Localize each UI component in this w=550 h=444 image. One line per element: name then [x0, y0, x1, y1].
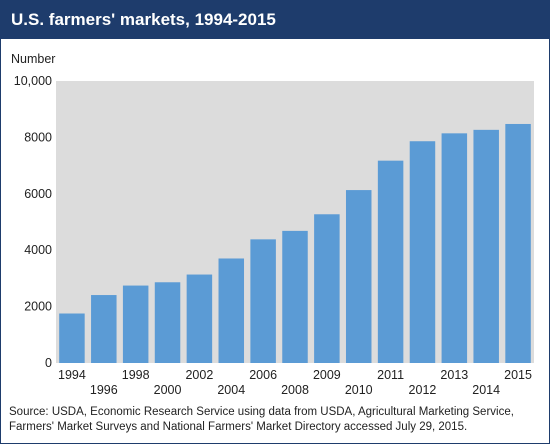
y-tick-label: 0: [45, 356, 52, 370]
x-tick-label: 1994: [58, 368, 86, 382]
x-tick-label: 2006: [249, 368, 277, 382]
y-tick-label: 10,000: [14, 74, 52, 88]
x-tick-label: 2000: [154, 383, 182, 397]
y-tick-label: 4000: [24, 243, 52, 257]
source-note: Source: USDA, Economic Research Service …: [9, 406, 514, 433]
x-tick-label: 2009: [313, 368, 341, 382]
y-axis-label: Number: [11, 52, 55, 66]
x-tick-label: 2010: [345, 383, 373, 397]
x-tick-label: 2012: [409, 383, 437, 397]
bar-2010: [345, 190, 372, 363]
bar-2009: [314, 214, 340, 363]
bar-2012: [409, 141, 436, 363]
x-tick-label: 2013: [440, 368, 468, 382]
bar-2008: [282, 230, 308, 363]
y-tick-label: 2000: [24, 300, 52, 314]
x-tick-label: 2008: [281, 383, 309, 397]
chart-title: U.S. farmers' markets, 1994-2015: [1, 1, 549, 39]
y-tick-label: 6000: [24, 187, 52, 201]
bar-2014: [473, 129, 499, 363]
bar-1998: [122, 285, 149, 363]
x-tick-label: 2004: [217, 383, 245, 397]
x-tick-label: 2002: [185, 368, 213, 382]
x-tick-label: 2011: [377, 368, 404, 382]
bars: [59, 123, 531, 363]
bar-2004: [218, 258, 245, 363]
bar-1996: [91, 295, 117, 363]
y-axis: 0 2000 4000 6000 8000 10,000: [14, 74, 52, 370]
x-tick-label: 1998: [122, 368, 150, 382]
x-tick-label: 2014: [472, 383, 500, 397]
y-tick-label: 8000: [24, 130, 52, 144]
bar-2011: [377, 160, 404, 363]
bar-2002: [186, 274, 213, 363]
bar-2000: [154, 282, 181, 363]
bar-2013: [441, 133, 468, 363]
bar-1994: [59, 313, 85, 363]
bar-2006: [250, 239, 276, 363]
bar-2015: [505, 123, 531, 363]
x-tick-label: 1996: [90, 383, 118, 397]
x-tick-label: 2015: [504, 368, 532, 382]
